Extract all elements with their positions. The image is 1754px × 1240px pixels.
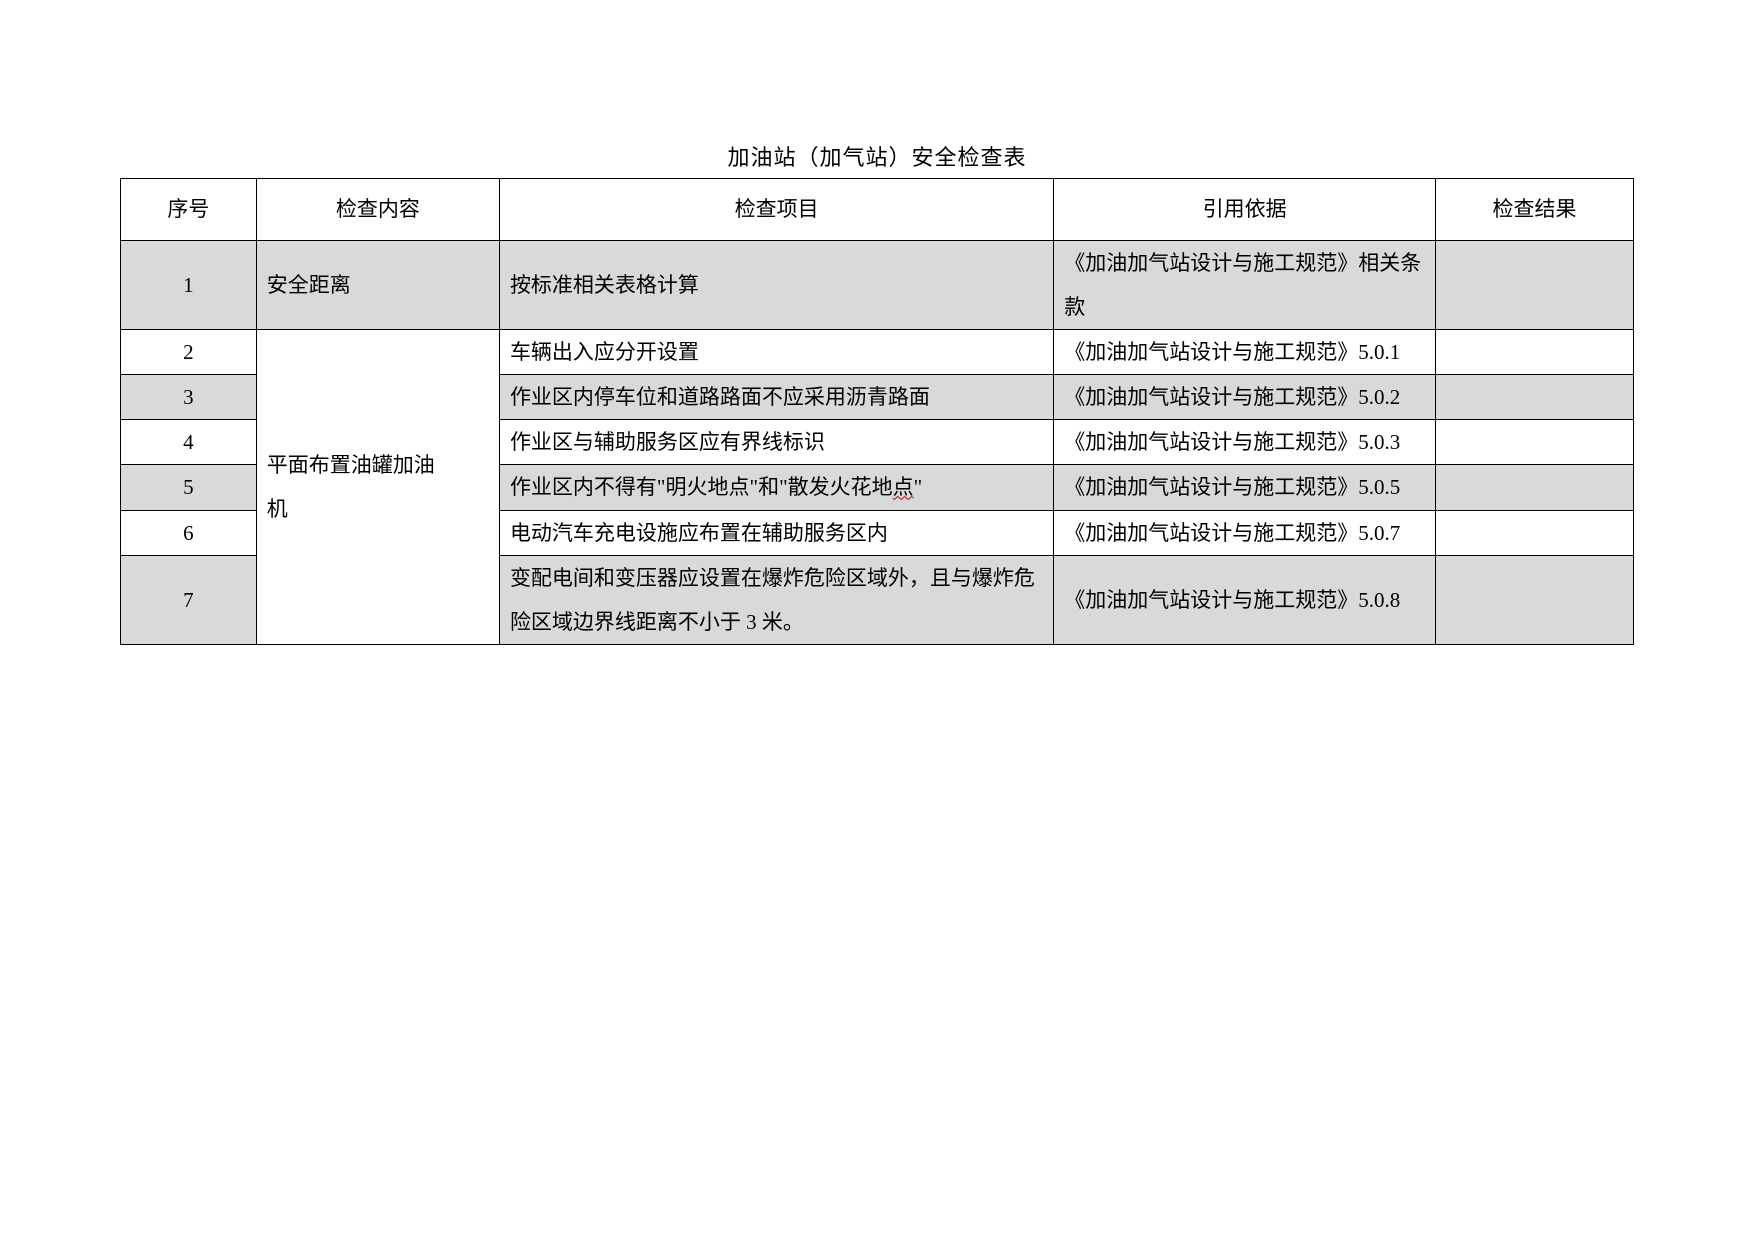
header-item: 检查项目 xyxy=(499,179,1053,241)
cell-seq: 1 xyxy=(121,241,257,330)
safety-check-table: 序号 检查内容 检查项目 引用依据 检查结果 1 安全距离 按标准相关表格计算 … xyxy=(120,178,1634,645)
table-title: 加油站（加气站）安全检查表 xyxy=(120,140,1634,172)
cell-result xyxy=(1436,420,1634,465)
cell-seq: 5 xyxy=(121,465,257,510)
cell-ref: 《加油加气站设计与施工规范》5.0.8 xyxy=(1054,555,1436,644)
header-result: 检查结果 xyxy=(1436,179,1634,241)
cell-item: 作业区与辅助服务区应有界线标识 xyxy=(499,420,1053,465)
cell-result xyxy=(1436,241,1634,330)
cell-item: 按标准相关表格计算 xyxy=(499,241,1053,330)
content-line1: 平面布置油罐加油 xyxy=(267,453,435,477)
cell-ref: 《加油加气站设计与施工规范》5.0.1 xyxy=(1054,330,1436,375)
cell-item: 作业区内不得有"明火地点"和"散发火花地点" xyxy=(499,465,1053,510)
cell-item: 车辆出入应分开设置 xyxy=(499,330,1053,375)
cell-result xyxy=(1436,330,1634,375)
cell-seq: 6 xyxy=(121,510,257,555)
table-row: 2 平面布置油罐加油 机 车辆出入应分开设置 《加油加气站设计与施工规范》5.0… xyxy=(121,330,1634,375)
header-row: 序号 检查内容 检查项目 引用依据 检查结果 xyxy=(121,179,1634,241)
cell-seq: 4 xyxy=(121,420,257,465)
cell-seq: 7 xyxy=(121,555,257,644)
cell-ref: 《加油加气站设计与施工规范》5.0.2 xyxy=(1054,375,1436,420)
cell-item: 变配电间和变压器应设置在爆炸危险区域外，且与爆炸危险区域边界线距离不小于 3 米… xyxy=(499,555,1053,644)
table-row: 1 安全距离 按标准相关表格计算 《加油加气站设计与施工规范》相关条款 xyxy=(121,241,1634,330)
item-pre: 作业区内不得有"明火地点"和"散发火花地 xyxy=(510,475,893,499)
header-ref: 引用依据 xyxy=(1054,179,1436,241)
cell-result xyxy=(1436,510,1634,555)
header-seq: 序号 xyxy=(121,179,257,241)
header-content: 检查内容 xyxy=(256,179,499,241)
cell-content: 平面布置油罐加油 机 xyxy=(256,330,499,645)
cell-result xyxy=(1436,465,1634,510)
cell-item: 作业区内停车位和道路路面不应采用沥青路面 xyxy=(499,375,1053,420)
cell-ref: 《加油加气站设计与施工规范》5.0.5 xyxy=(1054,465,1436,510)
cell-item: 电动汽车充电设施应布置在辅助服务区内 xyxy=(499,510,1053,555)
cell-seq: 3 xyxy=(121,375,257,420)
cell-ref: 《加油加气站设计与施工规范》5.0.3 xyxy=(1054,420,1436,465)
cell-seq: 2 xyxy=(121,330,257,375)
item-post: " xyxy=(914,475,923,499)
cell-ref: 《加油加气站设计与施工规范》5.0.7 xyxy=(1054,510,1436,555)
cell-content: 安全距离 xyxy=(256,241,499,330)
item-wavy: 点 xyxy=(893,475,914,499)
cell-ref: 《加油加气站设计与施工规范》相关条款 xyxy=(1054,241,1436,330)
content-line2: 机 xyxy=(267,497,288,521)
cell-result xyxy=(1436,375,1634,420)
cell-result xyxy=(1436,555,1634,644)
